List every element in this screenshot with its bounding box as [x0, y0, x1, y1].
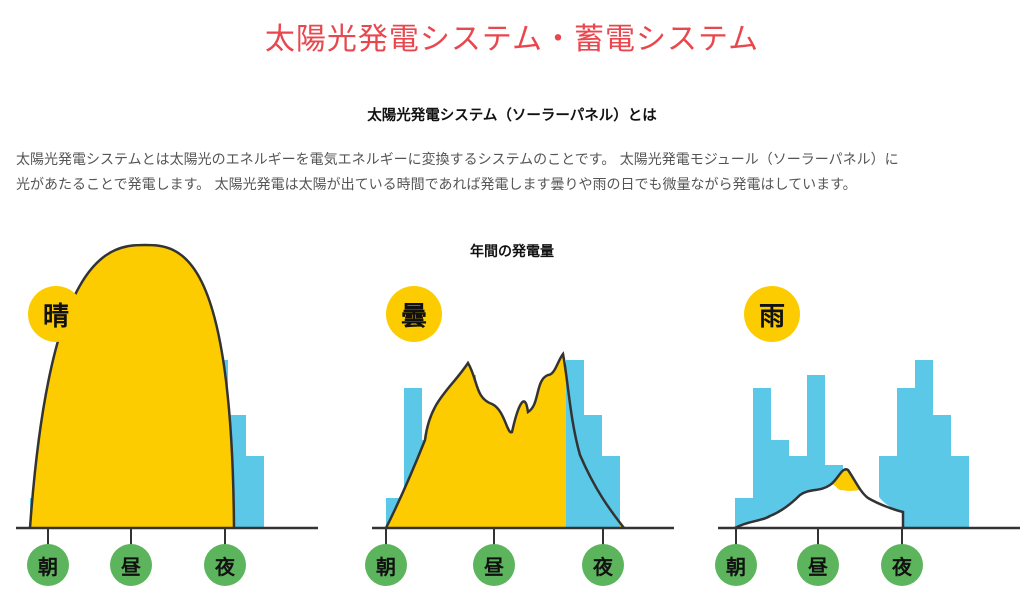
description: 太陽光発電システムとは太陽光のエネルギーを電気エネルギーに変換するシステムのこと…	[16, 148, 1012, 197]
section-heading: 太陽光発電システム（ソーラーパネル）とは	[367, 108, 657, 124]
rainy-night-label: 夜	[881, 544, 923, 586]
cloudy-morning-label: 朝	[365, 544, 407, 586]
sunny-morning-label: 朝	[27, 544, 69, 586]
sunny-noon-label: 昼	[110, 544, 152, 586]
cloudy-chart: 曇 朝 昼 夜	[356, 280, 676, 589]
cloudy-demand-in-front	[566, 360, 620, 528]
sunny-weather-badge: 晴	[28, 286, 84, 342]
cloudy-generation-area	[386, 354, 624, 528]
rainy-chart-graphic	[718, 360, 1020, 546]
chart-heading: 年間の発電量	[470, 244, 554, 260]
page-title: 太陽光発電システム・蓄電システム	[264, 22, 760, 57]
cloudy-generation-curve	[384, 351, 625, 529]
rainy-chart: 雨 朝 昼 夜	[700, 280, 1020, 589]
description-line-1: 太陽光発電システムとは太陽光のエネルギーを電気エネルギーに変換するシステムのこと…	[16, 152, 899, 168]
cloudy-noon-label: 昼	[473, 544, 515, 586]
rainy-noon-label: 昼	[797, 544, 839, 586]
sunny-chart: 晴 朝 昼 夜	[0, 243, 320, 589]
cloudy-weather-badge: 曇	[386, 286, 442, 342]
rainy-morning-label: 朝	[715, 544, 757, 586]
sunny-night-label: 夜	[204, 544, 246, 586]
cloudy-chart-graphic	[372, 351, 674, 546]
rainy-demand-bars	[735, 360, 969, 528]
rainy-generation-curve	[734, 468, 905, 530]
description-line-2: 光があたることで発電します。 太陽光発電は太陽が出ている時間であれば発電します曇…	[16, 176, 857, 193]
rainy-weather-badge: 雨	[744, 286, 800, 342]
cloudy-night-label: 夜	[582, 544, 624, 586]
